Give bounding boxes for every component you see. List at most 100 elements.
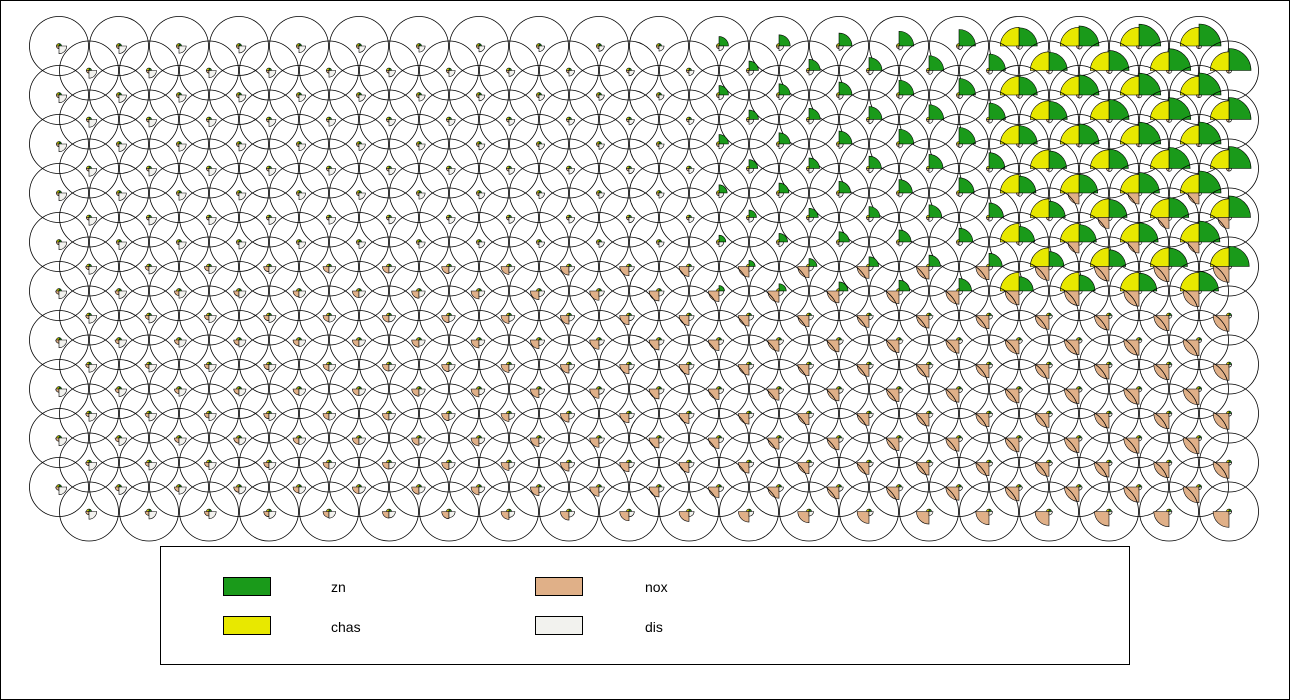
segment-zn [988, 312, 992, 316]
segment-zn [1198, 23, 1222, 47]
segment-zn [58, 239, 62, 243]
cell-circle [29, 114, 89, 174]
star-cell [269, 114, 329, 174]
segment-chas [776, 337, 780, 341]
segment-chas [896, 141, 900, 145]
star-cell [929, 65, 989, 125]
cell-circle [599, 187, 659, 248]
star-cell [539, 89, 599, 150]
segment-zn [898, 279, 911, 292]
star-cell [929, 163, 989, 223]
star-cell [539, 432, 599, 493]
segment-chas [1059, 173, 1080, 194]
segment-zn [58, 288, 62, 292]
segment-zn [808, 157, 820, 169]
segment-zn [118, 92, 122, 96]
segment-nox [1136, 143, 1140, 147]
segment-zn [268, 312, 272, 316]
segment-dis [538, 290, 545, 297]
segment-dis [118, 339, 127, 348]
cell-circle [989, 16, 1049, 76]
cell-circle [629, 457, 689, 517]
star-cell [419, 383, 479, 444]
cell-circle [659, 236, 719, 297]
segment-zn [58, 190, 62, 194]
segment-nox [176, 192, 180, 196]
segment-nox [506, 168, 510, 172]
segment-nox [826, 437, 840, 451]
segment-zn [958, 78, 976, 96]
segment-dis [238, 388, 247, 397]
segment-zn [508, 459, 512, 463]
segment-chas [806, 165, 810, 169]
segment-zn [748, 209, 757, 218]
segment-zn [928, 410, 932, 414]
segment-zn [88, 214, 92, 218]
cell-circle [1139, 285, 1199, 346]
star-cell [1199, 40, 1259, 101]
segment-nox [86, 168, 90, 172]
segment-dis [418, 388, 426, 396]
segment-dis [208, 413, 217, 421]
segment-nox [1182, 486, 1200, 504]
star-cell [149, 163, 209, 223]
cell-circle [1139, 187, 1199, 248]
segment-dis [748, 168, 755, 174]
segment-dis [1078, 143, 1083, 148]
segment-dis [418, 437, 426, 445]
star-cell [959, 432, 1019, 493]
segment-zn [658, 43, 662, 47]
cell-circle [689, 310, 749, 370]
segment-dis [838, 94, 844, 100]
segment-chas [716, 141, 720, 145]
segment-chas [386, 361, 390, 365]
segment-nox [236, 45, 240, 49]
segment-nox [826, 290, 840, 304]
segment-dis [778, 192, 784, 198]
segment-dis [1228, 217, 1232, 221]
segment-zn [568, 508, 572, 512]
segment-nox [708, 339, 720, 351]
star-cell [929, 457, 989, 517]
segment-dis [958, 192, 964, 198]
segment-zn [1198, 386, 1202, 390]
segment-zn [298, 435, 302, 439]
segment-dis [268, 511, 277, 519]
segment-chas [476, 386, 480, 390]
segment-chas [86, 410, 90, 414]
segment-chas [626, 410, 630, 414]
segment-dis [1078, 290, 1083, 295]
segment-zn [238, 288, 242, 292]
star-cell [779, 481, 839, 542]
star-cell [449, 408, 509, 468]
segment-zn [538, 43, 542, 47]
star-cell [59, 40, 119, 101]
segment-dis [58, 290, 68, 300]
segment-zn [658, 141, 662, 145]
star-cell [149, 457, 209, 517]
segment-dis [88, 315, 98, 324]
segment-nox [296, 192, 300, 196]
segment-nox [797, 511, 810, 524]
segment-zn [538, 239, 542, 243]
segment-nox [776, 192, 780, 196]
segment-chas [356, 190, 360, 194]
star-cell [89, 163, 149, 223]
segment-dis [418, 339, 426, 347]
segment-chas [686, 263, 690, 267]
star-cell [989, 65, 1049, 125]
cell-circle [509, 359, 569, 419]
cell-circle [599, 40, 659, 101]
segment-nox [292, 290, 300, 298]
star-cell [149, 65, 209, 125]
segment-nox [174, 388, 180, 394]
segment-dis [88, 70, 98, 79]
cell-circle [359, 334, 419, 395]
cell-circle [1139, 481, 1199, 542]
star-cell [929, 310, 989, 370]
segment-chas [1119, 173, 1140, 194]
cell-circle [59, 432, 119, 493]
cell-circle [629, 16, 689, 76]
cell-circle [989, 261, 1049, 321]
segment-dis [88, 364, 98, 373]
